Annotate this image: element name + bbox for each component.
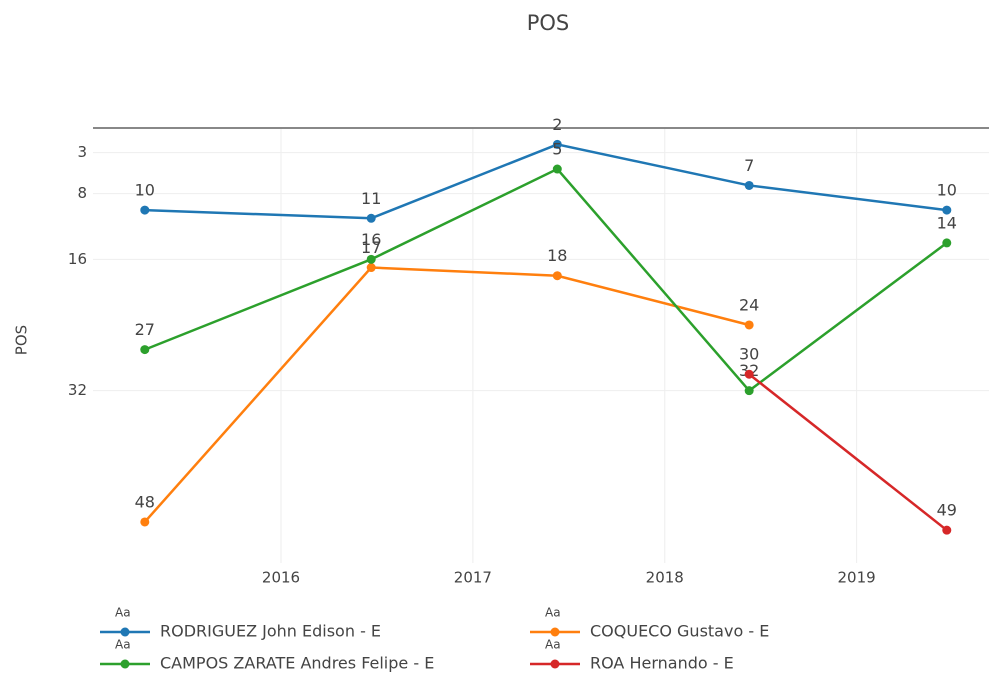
data-point	[744, 386, 754, 396]
legend-label[interactable]: CAMPOS ZARATE Andres Felipe - E	[160, 654, 434, 673]
data-point	[552, 139, 562, 149]
y-tick-label: 32	[68, 381, 87, 399]
y-tick-label: 8	[77, 184, 87, 202]
data-point	[140, 517, 150, 527]
data-point	[942, 205, 952, 215]
series-line	[144, 167, 948, 393]
x-tick-label: 2018	[646, 569, 684, 587]
legend-marker-text: Aa	[545, 638, 561, 652]
data-label: 11	[361, 189, 381, 208]
x-tick-label: 2017	[454, 569, 492, 587]
data-point	[744, 180, 754, 190]
x-tick-label: 2019	[838, 569, 876, 587]
chart-title: POS	[527, 11, 570, 35]
data-point	[744, 369, 754, 379]
legend-marker-text: Aa	[545, 606, 561, 620]
data-label: 10	[937, 181, 957, 200]
data-point	[942, 525, 952, 535]
data-point	[140, 345, 150, 355]
data-label: 48	[135, 492, 155, 511]
data-label: 10	[135, 181, 155, 200]
y-tick-label: 3	[77, 143, 87, 161]
x-tick-label: 2016	[262, 569, 300, 587]
legend-swatch-dot	[120, 627, 130, 637]
legend-label[interactable]: COQUECO Gustavo - E	[590, 622, 769, 641]
data-label: 27	[135, 320, 155, 339]
legend-swatch-dot	[550, 659, 560, 669]
data-label: 18	[547, 246, 567, 265]
legend-label[interactable]: RODRIGUEZ John Edison - E	[160, 622, 381, 641]
data-label: 24	[739, 295, 759, 314]
data-point	[942, 238, 952, 248]
data-label: 16	[361, 230, 381, 249]
data-label: 49	[937, 501, 957, 520]
data-point	[744, 320, 754, 330]
series-line	[143, 266, 750, 523]
data-point	[366, 254, 376, 264]
data-label: 30	[739, 345, 759, 364]
data-label: 5	[552, 140, 562, 159]
y-axis-label: POS	[13, 325, 31, 355]
data-point	[140, 205, 150, 215]
data-label: 14	[937, 213, 957, 232]
data-label: 2	[552, 115, 562, 134]
data-point	[366, 263, 376, 273]
series-line	[748, 373, 948, 532]
legend-swatch-dot	[550, 627, 560, 637]
data-label: 17	[361, 238, 381, 257]
data-point	[552, 271, 562, 281]
y-tick-label: 16	[68, 250, 87, 268]
data-point	[552, 164, 562, 174]
series-line	[144, 143, 947, 220]
legend-swatch-dot	[120, 659, 130, 669]
legend-label[interactable]: ROA Hernando - E	[590, 654, 734, 673]
legend-marker-text: Aa	[115, 606, 131, 620]
legend-marker-text: Aa	[115, 638, 131, 652]
data-point	[366, 213, 376, 223]
data-label: 7	[744, 156, 754, 175]
